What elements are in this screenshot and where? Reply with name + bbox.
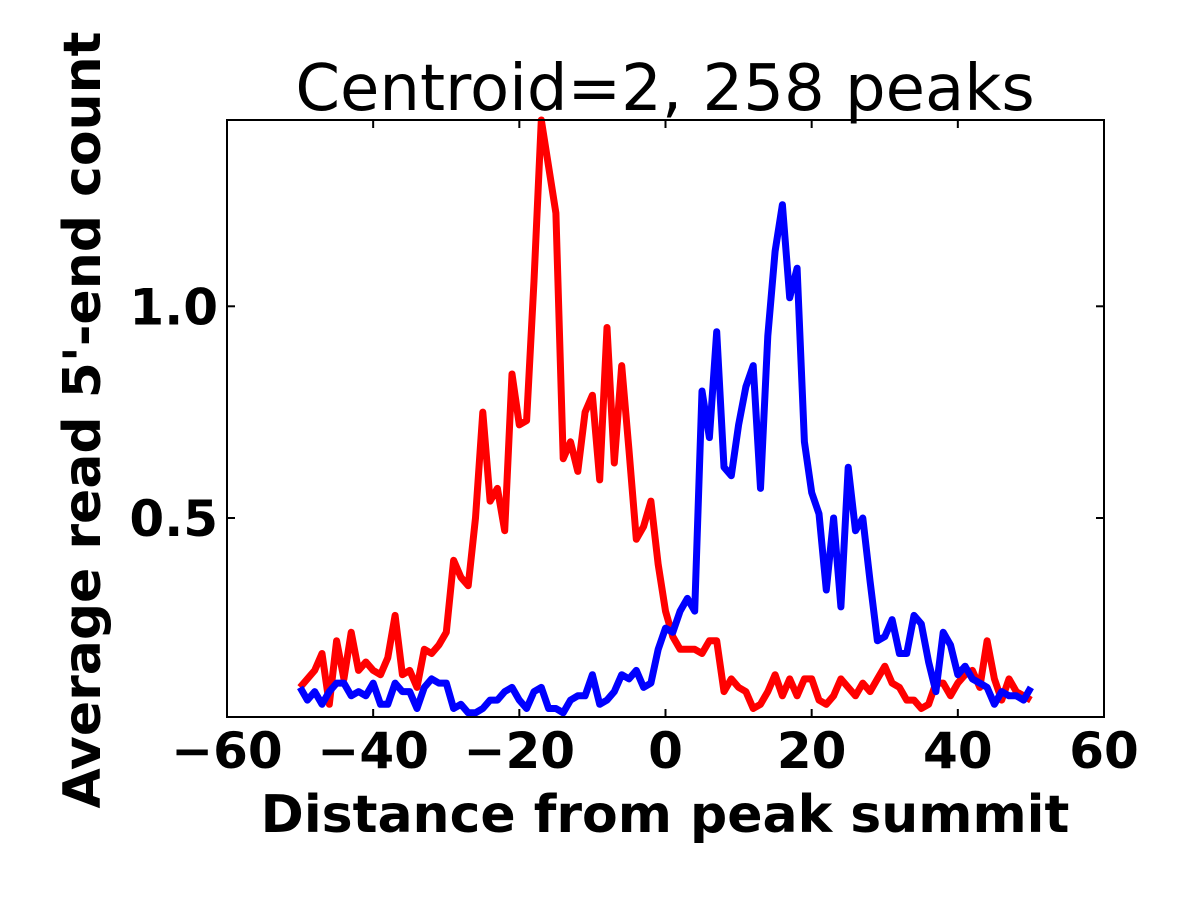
y-axis-label: Average read 5'-end count (53, 32, 113, 809)
x-tick-label: −60 (171, 722, 282, 780)
series-line-0 (297, 116, 1033, 712)
y-tick-label: 0.5 (129, 490, 218, 548)
x-tick-label: −40 (317, 722, 428, 780)
ticks-layer: −60 −40 −20 0 20 40 60 0.5 1.0 (129, 120, 1139, 780)
x-tick-label: 60 (1069, 722, 1139, 780)
x-tick-label: 0 (648, 722, 683, 780)
plot-frame (226, 119, 1105, 718)
x-tick-label: −20 (464, 722, 575, 780)
x-tick-label: 20 (777, 722, 847, 780)
series-line-1 (297, 201, 1034, 717)
chart-title: Centroid=2, 258 peaks (295, 52, 1034, 126)
series-layer (297, 116, 1034, 717)
x-tick-label: 40 (923, 722, 993, 780)
x-axis-label: Distance from peak summit (261, 785, 1070, 845)
y-tick-label: 1.0 (129, 278, 218, 336)
